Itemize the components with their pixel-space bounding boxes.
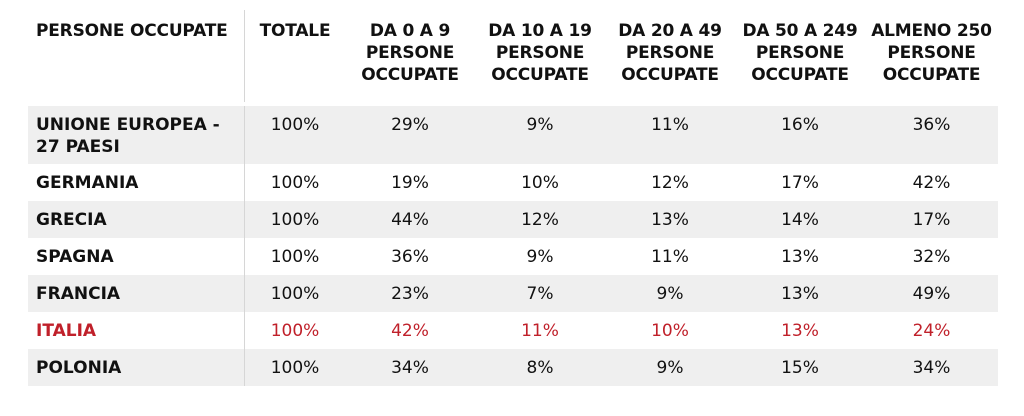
- row-label: UNIONE EUROPEA - 27 PAESI: [28, 106, 245, 164]
- cell-0-9: 36%: [391, 247, 429, 267]
- cell-20-49: 12%: [651, 173, 689, 193]
- cell-50-249: 13%: [781, 321, 819, 341]
- cell-250-plus: 42%: [912, 173, 951, 193]
- cell-totale: 100%: [270, 321, 320, 341]
- cell-10-19: 9%: [526, 115, 554, 135]
- header-20-49: DA 20 A 49 PERSONE OCCUPATE: [618, 21, 722, 85]
- row-label: ITALIA: [28, 312, 245, 349]
- cell-10-19: 7%: [526, 284, 554, 304]
- cell-10-19: 12%: [521, 210, 559, 230]
- cell-250-plus: 49%: [912, 284, 951, 304]
- cell-50-249: 15%: [781, 358, 819, 378]
- header-persone-occupate: PERSONE OCCUPATE: [28, 10, 245, 102]
- header-totale: TOTALE: [259, 21, 331, 41]
- table-row-francia: FRANCIA 100% 23% 7% 9% 13% 49%: [28, 275, 998, 312]
- cell-250-plus: 24%: [912, 321, 951, 341]
- cell-0-9: 34%: [391, 358, 429, 378]
- row-label: FRANCIA: [28, 275, 245, 312]
- cell-20-49: 10%: [651, 321, 689, 341]
- table-row-grecia: GRECIA 100% 44% 12% 13% 14% 17%: [28, 201, 998, 238]
- cell-50-249: 14%: [781, 210, 819, 230]
- cell-totale: 100%: [270, 358, 320, 378]
- header-10-19: DA 10 A 19 PERSONE OCCUPATE: [488, 21, 592, 85]
- cell-0-9: 23%: [391, 284, 429, 304]
- cell-20-49: 13%: [651, 210, 689, 230]
- cell-250-plus: 36%: [912, 115, 951, 135]
- cell-20-49: 9%: [656, 284, 684, 304]
- table-row-germania: GERMANIA 100% 19% 10% 12% 17% 42%: [28, 164, 998, 201]
- cell-10-19: 8%: [526, 358, 554, 378]
- cell-10-19: 11%: [521, 321, 559, 341]
- row-label: GRECIA: [28, 201, 245, 238]
- cell-totale: 100%: [270, 210, 320, 230]
- table-row-spagna: SPAGNA 100% 36% 9% 11% 13% 32%: [28, 238, 998, 275]
- row-label: SPAGNA: [28, 238, 245, 275]
- table-header-row: PERSONE OCCUPATE TOTALE DA 0 A 9 PERSONE…: [28, 10, 998, 102]
- cell-250-plus: 17%: [912, 210, 951, 230]
- table-row-unione-europea: UNIONE EUROPEA - 27 PAESI 100% 29% 9% 11…: [28, 106, 998, 164]
- cell-0-9: 42%: [391, 321, 429, 341]
- cell-10-19: 9%: [526, 247, 554, 267]
- cell-0-9: 19%: [391, 173, 429, 193]
- header-250-plus: ALMENO 250 PERSONE OCCUPATE: [871, 21, 992, 85]
- cell-totale: 100%: [270, 284, 320, 304]
- cell-totale: 100%: [270, 247, 320, 267]
- cell-250-plus: 32%: [912, 247, 951, 267]
- cell-50-249: 13%: [781, 247, 819, 267]
- table-row-italia: ITALIA 100% 42% 11% 10% 13% 24%: [28, 312, 998, 349]
- cell-250-plus: 34%: [912, 358, 951, 378]
- employment-table: PERSONE OCCUPATE TOTALE DA 0 A 9 PERSONE…: [28, 10, 998, 386]
- cell-0-9: 44%: [391, 210, 429, 230]
- cell-50-249: 17%: [781, 173, 819, 193]
- cell-50-249: 13%: [781, 284, 819, 304]
- cell-20-49: 9%: [656, 358, 684, 378]
- row-label: GERMANIA: [28, 164, 245, 201]
- cell-10-19: 10%: [521, 173, 559, 193]
- row-label: POLONIA: [28, 349, 245, 386]
- cell-totale: 100%: [270, 173, 320, 193]
- cell-20-49: 11%: [651, 115, 689, 135]
- cell-totale: 100%: [270, 115, 320, 135]
- cell-20-49: 11%: [651, 247, 689, 267]
- table-row-polonia: POLONIA 100% 34% 8% 9% 15% 34%: [28, 349, 998, 386]
- header-0-9: DA 0 A 9 PERSONE OCCUPATE: [361, 21, 459, 85]
- cell-0-9: 29%: [391, 115, 429, 135]
- cell-50-249: 16%: [781, 115, 819, 135]
- header-50-249: DA 50 A 249 PERSONE OCCUPATE: [742, 21, 858, 85]
